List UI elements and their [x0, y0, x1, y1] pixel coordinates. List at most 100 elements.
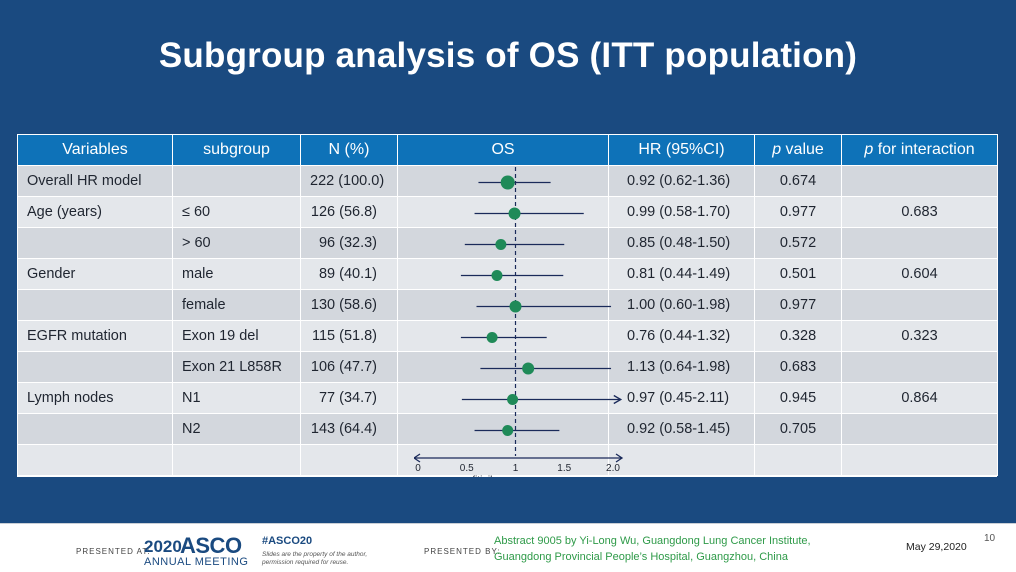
cell-p-interaction	[841, 413, 998, 445]
cell-n: 89 (40.1)	[300, 258, 398, 290]
cell-p-interaction	[841, 351, 998, 383]
cell-variable	[17, 351, 173, 383]
cell-p-interaction	[841, 289, 998, 321]
cell-os	[397, 289, 609, 321]
hr-point	[508, 207, 521, 220]
axis-row-cell	[172, 444, 301, 476]
header-p-value-rest: value	[781, 141, 824, 158]
cell-hr: 0.99 (0.58-1.70)	[608, 196, 755, 228]
header-p-value: p value	[754, 134, 842, 166]
hr-point	[495, 239, 507, 250]
abstract-line-2: Guangdong Provincial People’s Hospital, …	[494, 551, 788, 563]
asco-year: 2020	[144, 537, 182, 556]
axis-row-cell	[397, 444, 609, 476]
presented-by-label: PRESENTED BY:	[424, 547, 501, 556]
table-row: Overall HR model 222 (100.0) 0.92 (0.62-1.…	[17, 165, 998, 197]
cell-p-value: 0.977	[754, 289, 842, 321]
tick-label: 0.5	[460, 463, 474, 474]
axis-row	[17, 444, 998, 476]
axis-row-cell	[841, 444, 998, 476]
abstract-line-1: Abstract 9005 by Yi-Long Wu, Guangdong L…	[494, 535, 811, 547]
table-row: female 130 (58.6) 1.00 (0.60-1.98) 0.977	[17, 289, 998, 321]
cell-p-value: 0.683	[754, 351, 842, 383]
cell-subgroup: male	[172, 258, 301, 290]
header-p-interaction: p for interaction	[841, 134, 998, 166]
cell-subgroup: > 60	[172, 227, 301, 259]
cell-n: 143 (64.4)	[300, 413, 398, 445]
header-os: OS	[397, 134, 609, 166]
table-row: Gender male 89 (40.1) 0.81 (0.44-1.49) 0.501…	[17, 258, 998, 290]
cell-p-interaction: 0.323	[841, 320, 998, 352]
cell-variable: Age (years)	[17, 196, 173, 228]
cell-p-value: 0.328	[754, 320, 842, 352]
cell-n: 126 (56.8)	[300, 196, 398, 228]
cell-variable	[17, 413, 173, 445]
abstract-credit: Abstract 9005 by Yi-Long Wu, Guangdong L…	[494, 533, 811, 565]
asco-logo: ASCO	[180, 533, 242, 558]
tick-label: 2.0	[606, 463, 620, 474]
footer-divider	[0, 523, 1016, 524]
tick-label: 0	[415, 463, 421, 474]
cell-p-interaction	[841, 227, 998, 259]
cell-p-value: 0.977	[754, 196, 842, 228]
cell-n: 130 (58.6)	[300, 289, 398, 321]
header-subgroup: subgroup	[172, 134, 301, 166]
cell-n: 77 (34.7)	[300, 382, 398, 414]
cell-hr: 0.97 (0.45-2.11)	[608, 382, 755, 414]
hr-point	[486, 332, 498, 343]
header-p-int-italic: p	[864, 141, 874, 158]
cell-p-interaction	[841, 165, 998, 197]
favors-right-label: VP	[550, 476, 564, 477]
cell-os	[397, 382, 609, 414]
cell-os	[397, 258, 609, 290]
cell-variable: Overall HR model	[17, 165, 173, 197]
header-hr: HR (95%CI)	[608, 134, 755, 166]
cell-subgroup: N2	[172, 413, 301, 445]
cell-variable: Gender	[17, 258, 173, 290]
slide-title: Subgroup analysis of OS (ITT population)	[158, 36, 858, 75]
cell-subgroup: female	[172, 289, 301, 321]
header-p-italic: p	[772, 141, 782, 158]
table-row: Lymph nodes N1 77 (34.7) 0.97 (0.45-2.11) 0.…	[17, 382, 998, 414]
table-row: Exon 21 L858R 106 (47.7) 1.13 (0.64-1.98) 0…	[17, 351, 998, 383]
hr-point	[509, 300, 522, 313]
cell-p-value: 0.572	[754, 227, 842, 259]
cell-subgroup: Exon 21 L858R	[172, 351, 301, 383]
hr-point	[500, 175, 515, 190]
asco-annual-meeting: ANNUAL MEETING	[144, 556, 249, 568]
cell-variable	[17, 227, 173, 259]
cell-n: 106 (47.7)	[300, 351, 398, 383]
cell-hr: 0.76 (0.44-1.32)	[608, 320, 755, 352]
table-row: EGFR mutation Exon 19 del 115 (51.8) 0.76 (…	[17, 320, 998, 352]
header-p-interaction-rest: for interaction	[873, 141, 975, 158]
footer: PRESENTED AT: 2020 ASCO ANNUAL MEETING #…	[0, 524, 1016, 572]
x-axis-arrow-left	[414, 453, 421, 463]
tick-label: 1	[513, 463, 519, 474]
cell-subgroup: N1	[172, 382, 301, 414]
axis-row-cell	[17, 444, 173, 476]
cell-subgroup: ≤ 60	[172, 196, 301, 228]
cell-hr: 0.81 (0.44-1.49)	[608, 258, 755, 290]
cell-p-value: 0.945	[754, 382, 842, 414]
header-variables: Variables	[17, 134, 173, 166]
cell-p-value: 0.705	[754, 413, 842, 445]
cell-p-interaction: 0.683	[841, 196, 998, 228]
cell-os	[397, 320, 609, 352]
cell-hr: 1.13 (0.64-1.98)	[608, 351, 755, 383]
presentation-date: May 29,2020	[906, 541, 967, 553]
forest-plot: 0 0.5 1 1.5 2.0 gefitinib VP	[414, 167, 624, 477]
page-number: 10	[984, 533, 996, 544]
table-row: Age (years) ≤ 60 126 (56.8) 0.99 (0.58-1.70…	[17, 196, 998, 228]
cell-n: 115 (51.8)	[300, 320, 398, 352]
cell-variable	[17, 289, 173, 321]
cell-subgroup	[172, 165, 301, 197]
favors-left-label: gefitinib	[461, 475, 496, 477]
cell-hr: 0.85 (0.48-1.50)	[608, 227, 755, 259]
ci-arrow	[613, 394, 623, 405]
cell-variable: EGFR mutation	[17, 320, 173, 352]
axis-row-cell	[754, 444, 842, 476]
cell-hr: 0.92 (0.62-1.36)	[608, 165, 755, 197]
cell-p-value: 0.501	[754, 258, 842, 290]
cell-hr: 1.00 (0.60-1.98)	[608, 289, 755, 321]
cell-p-interaction: 0.864	[841, 382, 998, 414]
